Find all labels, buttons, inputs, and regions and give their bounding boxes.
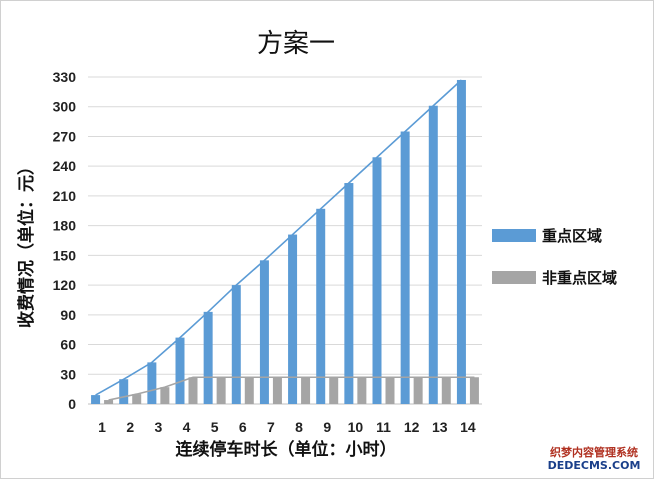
y-tick-label: 240	[53, 158, 77, 174]
bar	[216, 377, 226, 404]
bar	[428, 105, 438, 405]
bar	[288, 234, 298, 404]
bar	[344, 183, 354, 404]
x-tick-label: 4	[183, 419, 191, 435]
x-tick-label: 13	[432, 419, 448, 435]
bar	[400, 131, 410, 404]
chart-title: 方案一	[257, 29, 335, 59]
bars	[91, 79, 479, 405]
bar	[372, 157, 382, 404]
x-tick-label: 5	[211, 419, 219, 435]
y-tick-label: 0	[68, 396, 76, 412]
bar	[357, 377, 367, 404]
bar	[385, 377, 395, 404]
bar	[259, 260, 269, 404]
bar	[413, 377, 423, 404]
x-tick-label: 3	[154, 419, 162, 435]
x-tick-label: 10	[348, 419, 364, 435]
bar	[231, 285, 241, 404]
y-tick-label: 90	[60, 307, 76, 323]
trend-lines	[95, 79, 475, 401]
x-tick-labels: 1 2 3 4 5 6 7 8 9 10 11 12 13 14	[98, 419, 476, 435]
bar	[316, 208, 326, 404]
legend-swatch	[492, 229, 536, 242]
bar	[441, 377, 451, 404]
y-tick-labels: 0 30 60 90 120 150 180 210 240 270 300 330	[53, 69, 77, 412]
y-tick-label: 60	[60, 337, 76, 353]
bar	[456, 79, 466, 405]
bar	[301, 377, 311, 404]
y-tick-label: 300	[53, 99, 77, 115]
bar	[272, 377, 282, 404]
x-tick-label: 11	[376, 419, 391, 435]
x-axis-title: 连续停车时长（单位：小时）	[176, 439, 397, 460]
y-tick-label: 210	[53, 188, 77, 204]
y-tick-label: 330	[53, 69, 77, 85]
bar	[188, 377, 198, 404]
bar	[175, 337, 185, 404]
watermark-line2: DEDECMS.COM	[548, 459, 641, 472]
x-tick-label: 7	[267, 419, 275, 435]
bar	[147, 362, 157, 404]
bar	[329, 377, 339, 404]
bar	[244, 377, 254, 404]
y-tick-label: 270	[53, 128, 77, 144]
bar	[119, 379, 129, 404]
watermark-line1: 织梦内容管理系统	[550, 445, 638, 459]
y-tick-label: 30	[60, 366, 76, 382]
bar	[91, 395, 101, 404]
bar	[160, 387, 170, 404]
watermark: 织梦内容管理系统 DEDECMS.COM	[548, 445, 641, 472]
x-tick-label: 1	[98, 419, 106, 435]
legend-label: 非重点区域	[542, 269, 617, 287]
legend-swatch	[492, 271, 536, 284]
series-line	[108, 376, 475, 401]
y-tick-label: 180	[53, 218, 77, 234]
x-tick-label: 9	[323, 419, 331, 435]
x-tick-label: 8	[295, 419, 303, 435]
x-tick-label: 14	[460, 419, 476, 435]
legend-label: 重点区域	[542, 227, 602, 245]
x-tick-label: 6	[239, 419, 247, 435]
bar	[132, 394, 142, 404]
bar	[469, 377, 479, 404]
bar	[104, 400, 114, 404]
bar	[203, 311, 213, 404]
series-line	[95, 79, 462, 396]
x-tick-label: 2	[126, 419, 134, 435]
x-tick-label: 12	[404, 419, 420, 435]
y-tick-label: 150	[53, 247, 77, 263]
y-axis-title: 收费情况（单位：元）	[16, 158, 37, 328]
y-tick-label: 120	[53, 277, 77, 293]
